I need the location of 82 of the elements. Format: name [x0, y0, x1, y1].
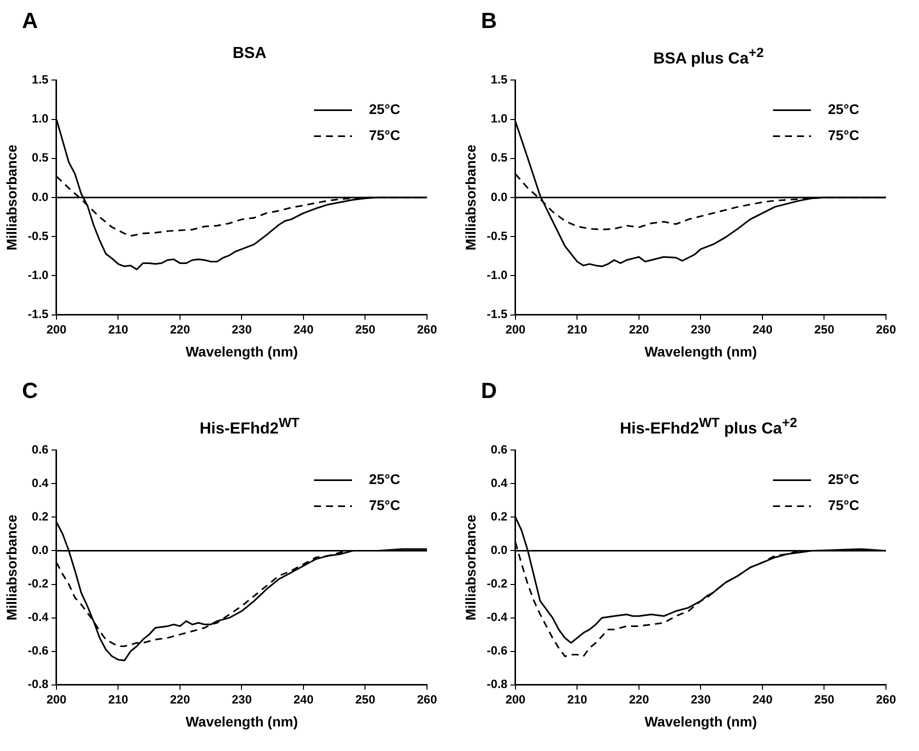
- legend-label: 75°C: [368, 497, 400, 514]
- y-tick-label: 0.0: [490, 190, 508, 204]
- y-tick-label: 0.2: [490, 510, 508, 524]
- y-tick-label: -1.5: [486, 307, 508, 322]
- text: B: [481, 8, 497, 34]
- x-axis-title: Wavelength (nm): [644, 343, 757, 360]
- y-tick-label: -0.8: [28, 677, 49, 692]
- x-tick-label: 220: [628, 322, 650, 336]
- legend-label: 25°C: [828, 101, 860, 118]
- y-tick-label: 0.5: [490, 150, 508, 165]
- y-tick-label: 1.0: [32, 112, 49, 126]
- x-tick-label: 260: [876, 322, 896, 336]
- x-tick-label: 200: [505, 692, 526, 706]
- y-tick-label: -0.5: [486, 228, 508, 243]
- y-tick-label: -0.4: [28, 610, 49, 624]
- x-tick-label: 240: [752, 322, 773, 336]
- y-tick-label: 0.6: [490, 442, 508, 457]
- y-tick-label: -0.6: [486, 644, 508, 658]
- y-tick-label: -0.5: [28, 228, 49, 243]
- text: A: [22, 8, 38, 34]
- x-tick-label: 240: [293, 322, 314, 336]
- chart-title: BSA: [232, 45, 268, 63]
- y-axis-title: Milliabsorbance: [3, 144, 20, 250]
- y-axis-title: Milliabsorbance: [462, 514, 478, 620]
- y-tick-label: -0.4: [486, 610, 508, 624]
- x-tick-label: 210: [567, 322, 588, 336]
- x-tick-label: 260: [416, 322, 438, 336]
- y-tick-label: 0.0: [32, 190, 49, 204]
- y-tick-label: -0.8: [486, 677, 508, 692]
- text: D: [481, 378, 497, 404]
- x-tick-label: 200: [46, 692, 67, 706]
- y-tick-label: -0.2: [28, 576, 49, 591]
- x-tick-label: 200: [505, 322, 526, 336]
- y-tick-label: 0.6: [32, 442, 49, 457]
- x-tick-label: 210: [567, 692, 588, 706]
- x-axis-title: Wavelength (nm): [644, 713, 757, 730]
- y-tick-label: 1.0: [490, 112, 508, 126]
- y-tick-label: 0.0: [490, 543, 508, 558]
- legend-label: 75°C: [828, 497, 860, 514]
- y-tick-label: -1.0: [486, 268, 508, 282]
- y-tick-label: -1.0: [28, 268, 49, 282]
- x-tick-label: 200: [46, 322, 67, 336]
- x-tick-label: 230: [232, 692, 252, 706]
- x-tick-label: 220: [628, 692, 650, 706]
- y-tick-label: -0.2: [486, 576, 508, 591]
- x-axis-title: Wavelength (nm): [186, 713, 298, 730]
- y-tick-label: 1.5: [490, 72, 508, 87]
- y-tick-label: 0.2: [32, 510, 49, 524]
- x-tick-label: 260: [876, 692, 896, 706]
- x-tick-label: 210: [108, 692, 129, 706]
- x-tick-label: 250: [814, 692, 835, 706]
- x-tick-label: 260: [416, 692, 438, 706]
- y-tick-label: 0.4: [490, 476, 508, 490]
- x-tick-label: 220: [170, 692, 190, 706]
- y-axis-title: Milliabsorbance: [462, 144, 478, 250]
- x-tick-label: 230: [690, 322, 712, 336]
- y-tick-label: 0.4: [32, 476, 49, 490]
- legend-label: 25°C: [368, 471, 400, 488]
- x-axis-title: Wavelength (nm): [186, 343, 298, 360]
- x-tick-label: 250: [355, 692, 376, 706]
- x-tick-label: 240: [752, 692, 773, 706]
- x-tick-label: 230: [690, 692, 712, 706]
- legend-label: 25°C: [368, 101, 400, 118]
- x-tick-label: 230: [232, 322, 252, 336]
- chart-title: His-EFhd2$^{WT}$ plus Ca$^{+2}$: [618, 415, 798, 438]
- text: C: [22, 378, 38, 404]
- legend-label: 75°C: [368, 127, 400, 144]
- chart-title: BSA plus Ca$^{+2}$: [652, 45, 765, 68]
- y-tick-label: 0.5: [32, 150, 49, 165]
- y-tick-label: 1.5: [32, 72, 49, 87]
- x-tick-label: 250: [814, 322, 835, 336]
- y-tick-label: -1.5: [28, 307, 49, 322]
- y-tick-label: 0.0: [32, 543, 49, 558]
- x-tick-label: 220: [170, 322, 190, 336]
- y-tick-label: -0.6: [28, 644, 49, 658]
- x-tick-label: 250: [355, 322, 376, 336]
- legend-label: 75°C: [828, 127, 860, 144]
- x-tick-label: 240: [293, 692, 314, 706]
- x-tick-label: 210: [108, 322, 129, 336]
- y-axis-title: Milliabsorbance: [3, 514, 20, 620]
- legend-label: 25°C: [828, 471, 860, 488]
- chart-title: His-EFhd2$^{WT}$: [198, 415, 300, 438]
